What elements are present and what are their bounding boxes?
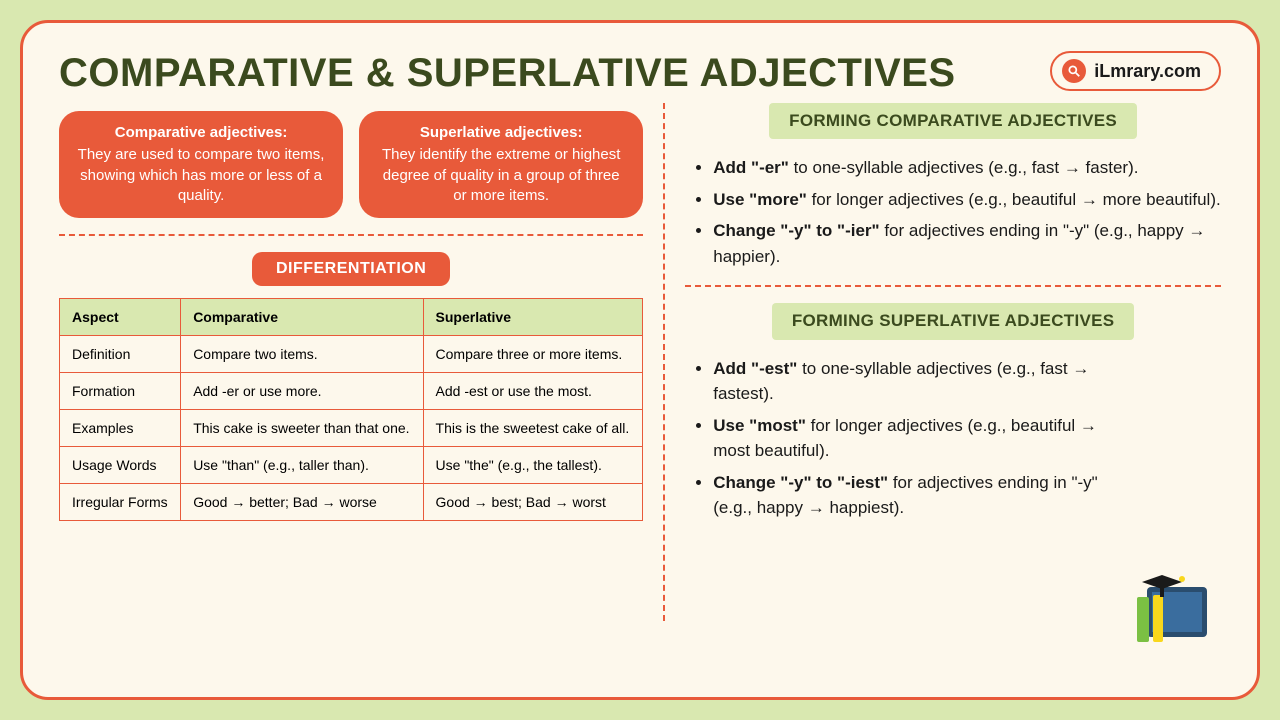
cell: Formation xyxy=(60,373,181,410)
bold-term: Use "most" xyxy=(713,416,806,435)
differentiation-table: Aspect Comparative Superlative Definitio… xyxy=(59,298,643,521)
cell: This cake is sweeter than that one. xyxy=(181,410,423,447)
bold-term: Add "-est" xyxy=(713,359,797,378)
table-header-superlative: Superlative xyxy=(423,299,643,336)
forming-superlative-heading: FORMING SUPERLATIVE ADJECTIVES xyxy=(772,303,1135,339)
cell: This is the sweetest cake of all. xyxy=(423,410,643,447)
table-row: Irregular FormsGood → better; Bad → wors… xyxy=(60,484,643,521)
cell: Examples xyxy=(60,410,181,447)
bold-term: Change "-y" to "-iest" xyxy=(713,473,888,492)
list-item: Add "-er" to one-syllable adjectives (e.… xyxy=(713,155,1221,181)
cell: Usage Words xyxy=(60,447,181,484)
table-row: FormationAdd -er or use more.Add -est or… xyxy=(60,373,643,410)
list-item: Use "most" for longer adjectives (e.g., … xyxy=(713,413,1121,464)
logo-text: iLmrary.com xyxy=(1094,61,1201,82)
cell: Definition xyxy=(60,336,181,373)
table-row: ExamplesThis cake is sweeter than that o… xyxy=(60,410,643,447)
differentiation-badge-wrap: DIFFERENTIATION xyxy=(59,252,643,286)
content-columns: Comparative adjectives: They are used to… xyxy=(59,103,1221,621)
superlative-definition: Superlative adjectives: They identify th… xyxy=(359,111,643,218)
cell: Add -est or use the most. xyxy=(423,373,643,410)
comparative-def-heading: Comparative adjectives: xyxy=(77,123,325,143)
superlative-def-body: They identify the extreme or highest deg… xyxy=(382,146,620,204)
table-header-row: Aspect Comparative Superlative xyxy=(60,299,643,336)
forming-comparative-list: Add "-er" to one-syllable adjectives (e.… xyxy=(685,155,1221,269)
list-item: Add "-est" to one-syllable adjectives (e… xyxy=(713,356,1121,407)
table-row: Usage WordsUse "than" (e.g., taller than… xyxy=(60,447,643,484)
definition-boxes: Comparative adjectives: They are used to… xyxy=(59,111,643,218)
logo-badge: iLmrary.com xyxy=(1050,51,1221,91)
divider xyxy=(685,285,1221,287)
table-header-aspect: Aspect xyxy=(60,299,181,336)
bold-term: Add "-er" xyxy=(713,158,789,177)
right-column: FORMING COMPARATIVE ADJECTIVES Add "-er"… xyxy=(663,103,1221,621)
bold-term: Use "more" xyxy=(713,190,807,209)
cell: Compare two items. xyxy=(181,336,423,373)
table-header-comparative: Comparative xyxy=(181,299,423,336)
cell: Good → better; Bad → worse xyxy=(181,484,423,521)
superlative-def-heading: Superlative adjectives: xyxy=(377,123,625,143)
cell: Good → best; Bad → worst xyxy=(423,484,643,521)
item-rest: for longer adjectives (e.g., beautiful →… xyxy=(807,190,1221,209)
comparative-definition: Comparative adjectives: They are used to… xyxy=(59,111,343,218)
search-icon xyxy=(1062,59,1086,83)
cell: Use "than" (e.g., taller than). xyxy=(181,447,423,484)
left-column: Comparative adjectives: They are used to… xyxy=(59,103,663,621)
list-item: Use "more" for longer adjectives (e.g., … xyxy=(713,187,1221,213)
table-body: DefinitionCompare two items.Compare thre… xyxy=(60,336,643,521)
differentiation-badge: DIFFERENTIATION xyxy=(252,252,450,286)
bold-term: Change "-y" to "-ier" xyxy=(713,221,879,240)
forming-comparative-heading: FORMING COMPARATIVE ADJECTIVES xyxy=(769,103,1137,139)
list-item: Change "-y" to "-iest" for adjectives en… xyxy=(713,470,1121,521)
cell: Irregular Forms xyxy=(60,484,181,521)
list-item: Change "-y" to "-ier" for adjectives end… xyxy=(713,218,1221,269)
header-row: COMPARATIVE & SUPERLATIVE ADJECTIVES iLm… xyxy=(59,51,1221,95)
cell: Compare three or more items. xyxy=(423,336,643,373)
page-title: COMPARATIVE & SUPERLATIVE ADJECTIVES xyxy=(59,51,956,95)
table-row: DefinitionCompare two items.Compare thre… xyxy=(60,336,643,373)
forming-superlative-list: Add "-est" to one-syllable adjectives (e… xyxy=(685,356,1221,521)
item-rest: to one-syllable adjectives (e.g., fast →… xyxy=(789,158,1139,177)
main-card: COMPARATIVE & SUPERLATIVE ADJECTIVES iLm… xyxy=(20,20,1260,700)
education-icon xyxy=(1127,567,1217,647)
comparative-def-body: They are used to compare two items, show… xyxy=(78,146,325,204)
cell: Add -er or use more. xyxy=(181,373,423,410)
divider xyxy=(59,234,643,236)
cell: Use "the" (e.g., the tallest). xyxy=(423,447,643,484)
